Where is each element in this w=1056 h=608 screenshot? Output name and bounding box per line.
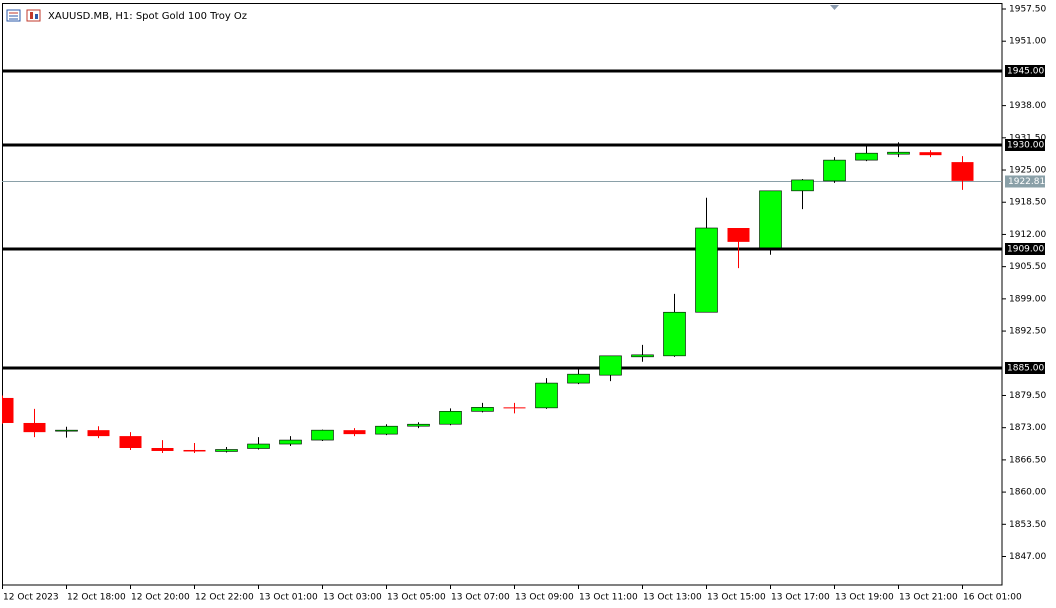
level-label: 1945.00 <box>1007 67 1044 77</box>
y-tick-label: 1879.50 <box>1009 391 1046 401</box>
x-tick-label: 16 Oct 01:00 <box>963 593 1022 603</box>
y-tick-label: 1892.50 <box>1009 327 1046 337</box>
level-label-box <box>1005 139 1045 151</box>
y-tick-label: 1905.50 <box>1009 262 1046 272</box>
x-tick-label: 12 Oct 22:00 <box>195 593 254 603</box>
candle-body <box>183 449 206 452</box>
candle-body <box>727 228 750 242</box>
candle-body <box>791 179 814 192</box>
x-tick-label: 13 Oct 09:00 <box>515 593 574 603</box>
candle-body <box>343 430 366 435</box>
level-label: 1885.00 <box>1007 364 1044 374</box>
shift-marker <box>830 5 839 10</box>
y-tick-label: 1912.00 <box>1009 230 1046 240</box>
icon-bar <box>30 12 33 19</box>
candle-body <box>887 151 910 155</box>
candle-body <box>503 407 526 409</box>
y-tick-label: 1847.00 <box>1009 552 1046 562</box>
x-tick-label: 13 Oct 17:00 <box>771 593 830 603</box>
y-tick-label: 1957.50 <box>1009 4 1046 14</box>
candle-body <box>855 152 878 161</box>
y-tick-label: 1866.50 <box>1009 455 1046 465</box>
candle-body <box>695 227 718 313</box>
candle-body <box>951 162 974 181</box>
plot-frame <box>2 3 1003 586</box>
candle-body <box>279 439 302 445</box>
y-tick-label: 1931.50 <box>1009 133 1046 143</box>
level-label-box <box>1005 65 1045 77</box>
x-tick-label: 13 Oct 05:00 <box>387 593 446 603</box>
chart-title: XAUUSD.MB, H1: Spot Gold 100 Troy Oz <box>48 11 247 22</box>
candle-body <box>439 411 462 425</box>
candle-body <box>23 422 46 433</box>
y-tick-label: 1918.50 <box>1009 198 1046 208</box>
title-icons <box>6 9 41 22</box>
candle-body <box>247 443 270 449</box>
candle-body <box>567 373 590 384</box>
icon <box>26 9 41 22</box>
level-label: 1909.00 <box>1007 245 1044 255</box>
y-tick-label: 1938.00 <box>1009 101 1046 111</box>
candle-body <box>759 190 782 249</box>
level-label-box <box>1005 362 1045 374</box>
candle-body <box>119 436 142 448</box>
candle-body <box>375 425 398 435</box>
y-tick-label: 1853.50 <box>1009 520 1046 530</box>
x-tick-label: 13 Oct 13:00 <box>643 593 702 603</box>
candle-body <box>311 429 334 441</box>
y-tick-label: 1860.00 <box>1009 488 1046 498</box>
x-tick-label: 13 Oct 03:00 <box>323 593 382 603</box>
candle-body <box>151 447 174 451</box>
x-tick-label: 13 Oct 19:00 <box>835 593 894 603</box>
x-tick-label: 13 Oct 11:00 <box>579 593 638 603</box>
price-label: 1922.81 <box>1008 177 1045 187</box>
x-tick-label: 12 Oct 20:00 <box>131 593 190 603</box>
y-tick-label: 1951.00 <box>1009 37 1046 47</box>
plot-area <box>2 69 1002 453</box>
x-tick-label: 12 Oct 18:00 <box>67 593 126 603</box>
x-tick-label: 13 Oct 01:00 <box>259 593 318 603</box>
candle-body <box>919 152 942 156</box>
candle-body <box>215 449 238 452</box>
price-label-box <box>1005 175 1045 188</box>
candle-body <box>631 354 654 358</box>
candle-body <box>471 407 494 412</box>
x-tick-label: 13 Oct 07:00 <box>451 593 510 603</box>
candle-body <box>663 311 686 357</box>
candle-body <box>55 429 78 432</box>
x-tick-label: 12 Oct 2023 <box>3 593 59 603</box>
candle-body <box>823 159 846 182</box>
candle-body <box>2 397 14 423</box>
level-label-box <box>1005 243 1045 255</box>
candle-body <box>535 382 558 409</box>
y-tick-label: 1925.00 <box>1009 166 1046 176</box>
level-label: 1930.00 <box>1007 141 1044 151</box>
y-tick-label: 1899.00 <box>1009 294 1046 304</box>
candle-body <box>599 355 622 376</box>
x-tick-label: 13 Oct 21:00 <box>899 593 958 603</box>
y-tick-label: 1873.00 <box>1009 423 1046 433</box>
candle-body <box>87 430 110 437</box>
x-tick-label: 13 Oct 15:00 <box>707 593 766 603</box>
candle-body <box>407 423 430 427</box>
icon-bar <box>35 14 38 19</box>
